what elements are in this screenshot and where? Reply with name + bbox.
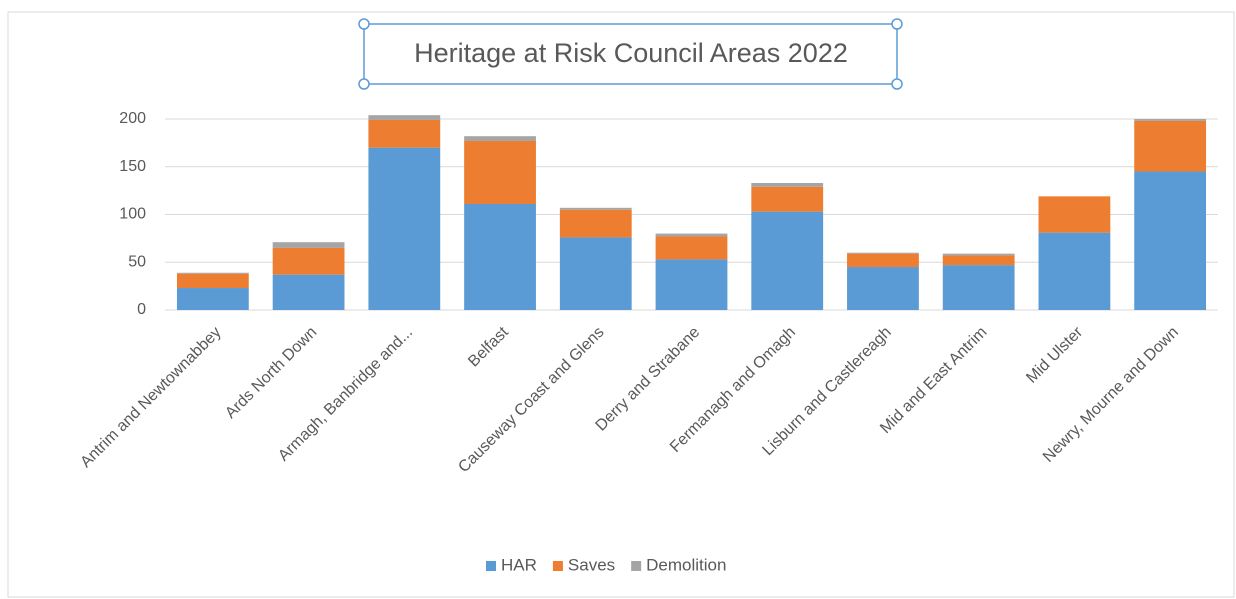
bar-segment: [272, 247, 345, 275]
bar-segment: [655, 236, 728, 260]
title-selection[interactable]: [363, 23, 898, 85]
bar-segment: [559, 237, 632, 310]
y-tick-label: 100: [119, 206, 146, 223]
bar-segment: [272, 242, 345, 248]
bar-segment: [1134, 120, 1207, 172]
bar-segment: [368, 147, 441, 310]
legend-swatch: [552, 561, 563, 571]
bar-segment: [751, 182, 824, 187]
bar-segment: [942, 253, 1015, 256]
legend-label: HAR: [501, 555, 537, 574]
bar-segment: [176, 272, 249, 274]
bar-segment: [368, 115, 441, 120]
bar-segment: [464, 140, 536, 204]
bar-segment: [847, 252, 919, 254]
y-tick-label: 150: [119, 158, 146, 175]
bar-segment: [847, 267, 919, 310]
bar-segment: [655, 259, 728, 310]
y-tick-label: 200: [119, 110, 146, 127]
legend-label: Demolition: [646, 555, 726, 574]
bar-segment: [751, 186, 824, 212]
bar-segment: [847, 253, 919, 268]
bar-segment: [942, 265, 1015, 310]
y-tick-label: 0: [137, 301, 146, 318]
bar-segment: [1038, 196, 1111, 233]
bar-segment: [1038, 232, 1111, 310]
bar-segment: [1134, 119, 1207, 121]
legend-swatch: [486, 561, 496, 571]
bar-segment: [559, 209, 632, 238]
selection-handles: [358, 18, 903, 90]
bar-segment: [942, 255, 1015, 266]
bar-segment: [751, 211, 824, 310]
bar-segment: [655, 233, 728, 237]
bar-segment: [1134, 171, 1207, 310]
legend-label: Saves: [568, 555, 615, 574]
bar-segment: [272, 274, 345, 310]
legend-swatch: [631, 561, 642, 571]
bar-segment: [176, 288, 249, 310]
bar-segment: [464, 136, 536, 141]
bar-segment: [464, 203, 536, 310]
bar-segment: [559, 207, 632, 210]
bar-segment: [368, 119, 441, 148]
y-tick-label: 50: [128, 253, 146, 270]
bar-segment: [176, 273, 249, 289]
chart-title: Heritage at Risk Council Areas 2022: [414, 38, 848, 68]
